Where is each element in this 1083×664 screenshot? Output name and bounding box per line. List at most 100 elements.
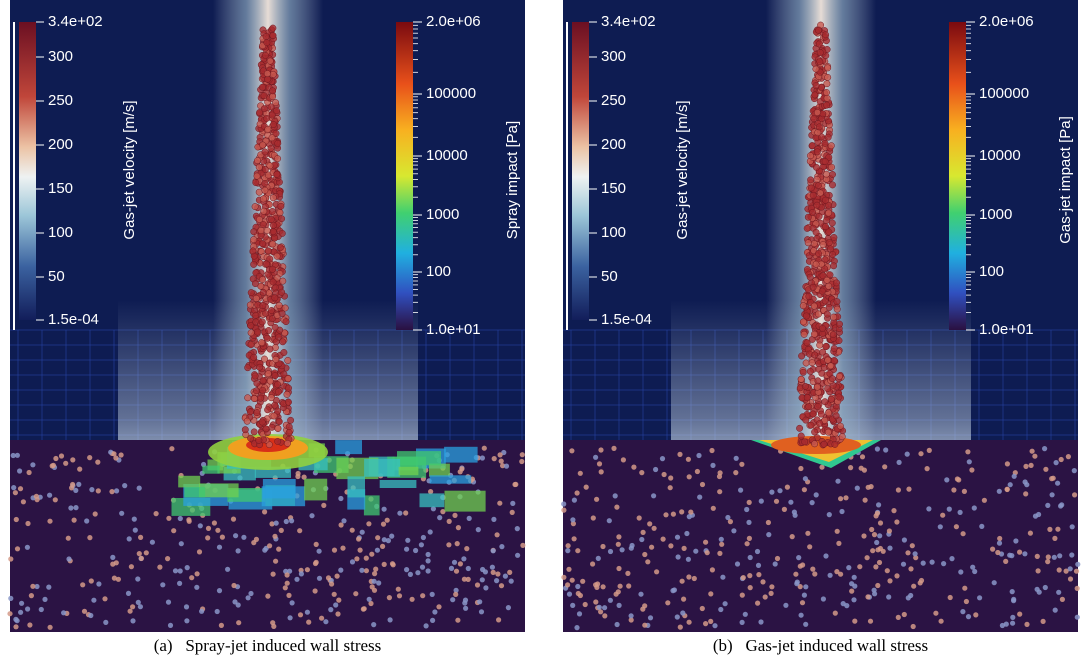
- wall-particle: [501, 449, 507, 456]
- wall-particle: [269, 521, 275, 527]
- wall-particle: [214, 608, 220, 615]
- wall-particle: [1029, 448, 1035, 454]
- wall-particle: [1023, 463, 1029, 469]
- wall-particle: [739, 592, 745, 598]
- wall-particle: [685, 456, 691, 462]
- velocity-colorbar: [572, 22, 589, 320]
- droplet: [266, 255, 274, 263]
- wall-particle: [186, 517, 192, 523]
- caption-label: (a): [154, 636, 173, 655]
- wall-particle: [834, 528, 840, 534]
- wall-particle: [882, 464, 888, 470]
- wall-particle: [371, 587, 378, 593]
- impact-patch: [429, 475, 472, 484]
- wall-particle: [429, 591, 435, 598]
- wall-particle: [1069, 552, 1075, 558]
- wall-particle: [626, 583, 632, 589]
- wall-particle: [334, 573, 340, 579]
- droplet: [269, 32, 277, 39]
- wall-particle: [966, 459, 972, 465]
- wall-particle: [590, 515, 596, 521]
- droplet: [255, 436, 263, 444]
- wall-particle: [739, 619, 745, 626]
- wall-particle: [319, 615, 325, 621]
- wall-particle: [717, 470, 723, 476]
- wall-particle: [798, 612, 804, 618]
- wall-particle: [375, 535, 381, 541]
- wall-particle: [871, 587, 877, 593]
- wall-particle: [353, 591, 359, 597]
- wall-particle: [674, 534, 681, 540]
- wall-particle: [691, 575, 697, 582]
- droplet: [252, 387, 260, 395]
- wall-particle: [796, 555, 802, 561]
- wall-particle: [905, 550, 911, 556]
- impact-patch: [429, 463, 450, 477]
- droplet: [810, 330, 818, 338]
- wall-particle: [894, 573, 900, 579]
- droplet: [277, 202, 285, 210]
- wall-particle: [457, 561, 463, 567]
- droplet: [815, 40, 823, 48]
- wall-particle: [84, 518, 90, 524]
- wall-particle: [1022, 479, 1028, 485]
- droplet: [252, 294, 260, 302]
- wall-particle: [219, 534, 225, 540]
- wall-particle: [463, 605, 469, 611]
- droplet: [830, 262, 838, 270]
- droplet: [258, 318, 266, 326]
- wall-particle: [961, 488, 967, 494]
- droplet: [264, 370, 272, 378]
- wall-particle: [891, 508, 897, 514]
- tick-label: 1.0e+01: [426, 321, 481, 338]
- droplet: [809, 208, 817, 216]
- droplet: [824, 73, 832, 81]
- wall-particle: [461, 576, 467, 582]
- wall-particle: [166, 515, 172, 521]
- wall-particle: [448, 565, 455, 572]
- wall-particle: [497, 500, 503, 506]
- wall-particle: [686, 574, 692, 580]
- wall-domain: [563, 440, 1078, 632]
- droplet: [268, 423, 276, 431]
- impact-patch: [364, 458, 401, 477]
- wall-particle: [747, 585, 753, 591]
- wall-particle: [233, 533, 239, 539]
- wall-particle: [464, 546, 470, 552]
- wall-particle: [1073, 568, 1080, 574]
- wall-particle: [783, 602, 789, 608]
- wall-particle: [135, 599, 141, 606]
- wall-particle: [197, 523, 203, 529]
- droplet: [828, 375, 836, 383]
- wall-particle: [774, 555, 781, 562]
- wall-particle: [996, 488, 1002, 494]
- wall-particle: [1050, 475, 1056, 481]
- wall-particle: [149, 539, 155, 545]
- wall-particle: [25, 606, 31, 612]
- wall-particle: [686, 514, 692, 520]
- wall-particle: [681, 545, 687, 552]
- wall-particle: [619, 547, 625, 553]
- wall-particle: [515, 552, 521, 558]
- impact-colorbar: [396, 22, 413, 330]
- droplet: [270, 412, 278, 420]
- tick-label: 50: [48, 268, 65, 285]
- wall-particle: [131, 516, 137, 522]
- wall-particle: [679, 578, 685, 584]
- wall-particle: [661, 471, 667, 478]
- tick-label: 3.4e+02: [48, 13, 103, 30]
- wall-particle: [765, 519, 771, 526]
- wall-particle: [600, 543, 606, 550]
- wall-particle: [874, 539, 880, 546]
- droplet: [285, 423, 293, 431]
- wall-particle: [595, 581, 601, 587]
- wall-particle: [389, 533, 395, 539]
- wall-particle: [262, 547, 268, 553]
- wall-particle: [235, 548, 241, 554]
- droplet: [257, 227, 265, 234]
- impact-patch: [397, 451, 441, 466]
- wall-particle: [91, 597, 97, 603]
- droplet: [259, 386, 267, 394]
- wall-particle: [89, 487, 95, 493]
- wall-particle: [965, 449, 971, 455]
